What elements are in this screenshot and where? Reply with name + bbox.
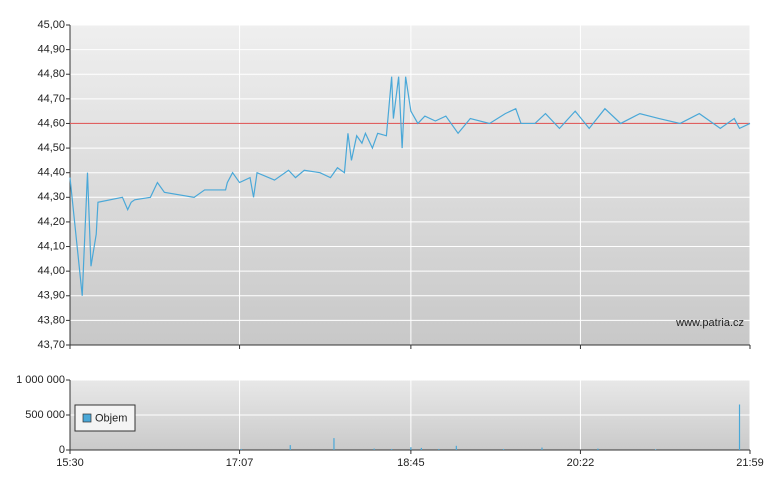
legend-label: Objem [95, 412, 127, 424]
y-tick-label: 44,10 [37, 240, 65, 252]
x-tick-label: 17:07 [226, 457, 254, 469]
y-tick-label: 45,00 [37, 19, 65, 31]
y-tick-label: 44,40 [37, 167, 65, 179]
price-line [69, 76, 751, 296]
volume-bar [541, 447, 543, 450]
y-tick-label: 43,90 [37, 290, 65, 302]
volume-bar [240, 448, 242, 450]
volume-bar [455, 445, 457, 450]
volume-bar [373, 448, 375, 450]
y-tick-label: 44,50 [37, 142, 65, 154]
volume-bar [289, 445, 291, 450]
volume-bar [502, 448, 505, 450]
y-tick-label: 44,70 [37, 93, 65, 105]
volume-bar [655, 449, 657, 450]
y-tick-label: 44,60 [37, 117, 65, 129]
y-tick-label: 500 000 [25, 409, 65, 421]
volume-bar [738, 404, 741, 450]
y-tick-label: 0 [59, 444, 65, 456]
y-tick-label: 44,30 [37, 191, 65, 203]
y-tick-label: 1 000 000 [16, 374, 65, 386]
y-tick-label: 43,70 [37, 339, 65, 351]
y-tick-label: 43,80 [37, 314, 65, 326]
y-tick-label: 44,20 [37, 216, 65, 228]
volume-bar [597, 448, 599, 450]
y-tick-label: 44,00 [37, 265, 65, 277]
volume-bar [410, 447, 412, 450]
volume-bar [391, 448, 393, 450]
x-tick-label: 20:22 [567, 457, 595, 469]
volume-bar [438, 448, 440, 450]
volume-bar [420, 447, 422, 450]
volume-bar [333, 438, 335, 450]
legend-swatch [82, 413, 92, 423]
y-tick-label: 44,90 [37, 44, 65, 56]
plot-area [70, 25, 750, 345]
y-tick-label: 44,80 [37, 68, 65, 80]
x-tick-label: 21:59 [736, 457, 764, 469]
x-tick-label: 18:45 [397, 457, 425, 469]
watermark: www.patria.cz [675, 317, 744, 329]
x-tick-label: 15:30 [56, 457, 84, 469]
